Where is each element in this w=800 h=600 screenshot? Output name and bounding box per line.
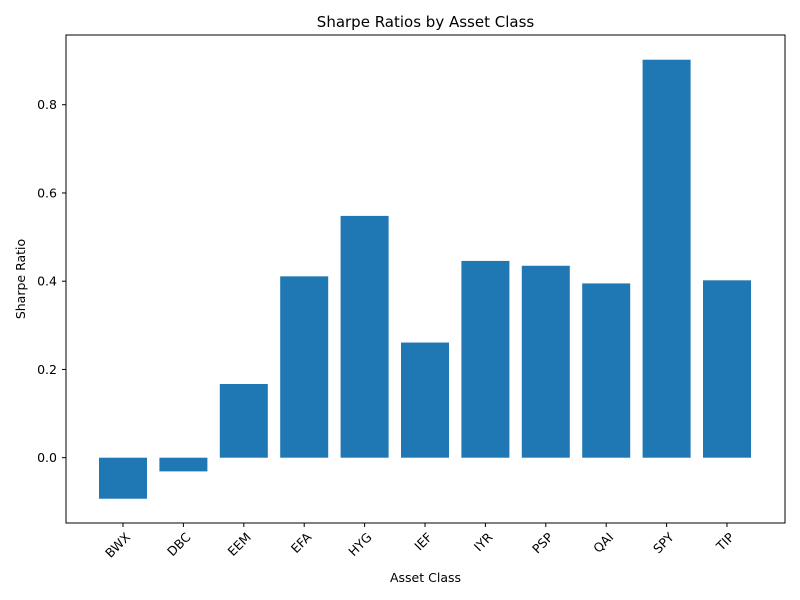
x-tick-label-bwx: BWX	[102, 529, 133, 560]
x-tick-label-hyg: HYG	[345, 530, 375, 560]
y-axis-label: Sharpe Ratio	[13, 239, 28, 319]
bar-efa	[280, 276, 329, 458]
y-tick-label: 0.0	[37, 450, 57, 465]
x-axis-label: Asset Class	[390, 570, 461, 585]
bar-ief	[401, 342, 449, 458]
bar-qai	[582, 283, 631, 458]
bar-eem	[219, 384, 268, 458]
bar-bwx	[99, 457, 147, 499]
x-tick-label-iyr: IYR	[471, 529, 496, 554]
bar-hyg	[340, 215, 389, 458]
bars-group	[99, 59, 751, 499]
x-tick-label-ief: IEF	[411, 530, 435, 554]
x-tick-label-dbc: DBC	[164, 529, 194, 559]
x-tick-label-efa: EFA	[288, 529, 315, 556]
x-tick-label-eem: EEM	[225, 530, 254, 559]
x-tick-label-tip: TIP	[712, 529, 737, 554]
bar-spy	[642, 59, 691, 458]
y-tick-label: 0.6	[37, 185, 57, 200]
x-tick-label-qai: QAI	[590, 530, 616, 556]
x-tick-label-spy: SPY	[650, 529, 677, 556]
bar-psp	[521, 265, 570, 458]
x-tick-label-psp: PSP	[529, 529, 556, 556]
bar-tip	[703, 280, 751, 458]
bar-dbc	[159, 457, 208, 472]
y-tick-label: 0.4	[37, 274, 57, 289]
y-tick-label: 0.8	[37, 97, 57, 112]
plot-frame	[65, 34, 786, 524]
x-axis: BWX DBC EEM EFA HYG IEF IYR PSP QAI SPY TIP	[102, 523, 737, 561]
chart-title: Sharpe Ratios by Asset Class	[317, 13, 535, 31]
y-tick-label: 0.2	[37, 362, 57, 377]
y-axis: 0.0 0.2 0.4 0.6 0.8	[37, 97, 66, 465]
bar-iyr	[461, 260, 510, 458]
